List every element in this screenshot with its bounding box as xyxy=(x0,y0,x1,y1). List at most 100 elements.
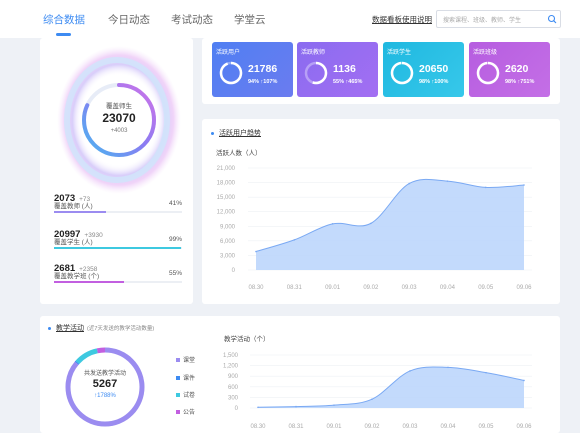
stat-teachers: 2073 +73 覆盖教师 (人) 41% xyxy=(54,188,182,213)
data-point xyxy=(295,405,297,408)
x-tick-label: 09.05 xyxy=(478,285,494,291)
search-box[interactable]: 搜索课程、班级、教师、学生 xyxy=(436,10,561,28)
x-tick-label: 08.31 xyxy=(288,424,304,430)
data-point xyxy=(333,404,335,406)
x-tick-label: 09.06 xyxy=(516,285,532,291)
data-point xyxy=(484,186,487,189)
stat-label: 覆盖教师 (人) xyxy=(54,203,93,210)
stat-label: 覆盖教学班 (个) xyxy=(54,273,100,280)
stat-progress-track xyxy=(54,281,182,283)
y-tick-label: 1,500 xyxy=(223,353,239,359)
y-tick-label: 300 xyxy=(228,395,239,401)
kpi-ring xyxy=(390,61,414,85)
kpi-value: 2620 xyxy=(505,63,529,75)
data-point xyxy=(370,222,372,225)
x-tick-label: 09.06 xyxy=(516,424,532,430)
kpi-sub: 98% ↑751% xyxy=(505,79,535,85)
stat-delta: +3930 xyxy=(84,232,103,239)
kpi-value: 1136 xyxy=(333,63,356,75)
help-link[interactable]: 数据看板使用说明 xyxy=(372,15,432,24)
x-tick-label: 09.01 xyxy=(326,424,342,430)
legend-swatch xyxy=(176,376,180,381)
y-tick-label: 0 xyxy=(235,406,239,412)
tab-overview[interactable]: 综合数据 xyxy=(43,14,85,26)
search-icon[interactable] xyxy=(544,11,560,27)
kpi-sub: 98% ↑100% xyxy=(419,79,449,85)
legend-swatch xyxy=(176,410,180,415)
donut-delta: ↑1788% xyxy=(94,393,116,399)
y-tick-label: 12,000 xyxy=(217,210,236,216)
data-point xyxy=(523,379,525,382)
data-point xyxy=(408,182,410,185)
data-point xyxy=(257,406,259,409)
data-point xyxy=(409,370,411,372)
tab-exam[interactable]: 考试动态 xyxy=(171,14,213,26)
data-point xyxy=(523,184,525,186)
kpi-label: 活跃学生 xyxy=(387,50,412,56)
kpi-active-classes[interactable]: 活跃班级 2620 98% ↑751% xyxy=(469,42,550,97)
kpi-sub: 94% ↑107% xyxy=(248,79,278,85)
tab-cloud[interactable]: 学堂云 xyxy=(234,14,266,26)
x-tick-label: 09.02 xyxy=(363,285,379,291)
kpi-ring xyxy=(476,61,500,85)
stat-value: 2681 xyxy=(54,263,76,274)
x-tick-label: 09.04 xyxy=(440,285,456,291)
legend-item-class[interactable]: 课堂 xyxy=(176,355,195,364)
tab-today[interactable]: 今日动态 xyxy=(108,14,150,26)
stat-percent: 99% xyxy=(168,236,182,243)
series-area xyxy=(256,179,524,270)
coverage-value: 23070 xyxy=(102,111,136,125)
x-tick-label: 08.30 xyxy=(250,424,266,430)
stat-percent: 55% xyxy=(168,270,182,277)
x-tick-label: 09.03 xyxy=(402,424,418,430)
active-tab-indicator xyxy=(56,33,71,36)
donut-value: 5267 xyxy=(92,378,118,390)
kpi-label: 活跃班级 xyxy=(473,50,498,56)
x-tick-label: 08.30 xyxy=(248,285,264,291)
y-tick-label: 6,000 xyxy=(220,239,236,245)
data-point xyxy=(255,250,257,253)
legend-item-courseware[interactable]: 课件 xyxy=(176,373,195,382)
teaching-chart: 0 300 600 900 1,200 1,500 08.30 08.31 09.01 09.02… xyxy=(223,353,532,430)
legend-item-exam[interactable]: 试卷 xyxy=(176,390,195,399)
y-tick-label: 0 xyxy=(232,268,236,274)
teaching-y-title: 教学活动（个） xyxy=(224,336,270,343)
series-line xyxy=(257,366,525,408)
x-tick-label: 09.05 xyxy=(478,424,494,430)
kpi-value: 21786 xyxy=(248,63,278,75)
x-tick-label: 09.01 xyxy=(325,285,341,291)
data-point xyxy=(447,366,449,369)
stat-delta: +2358 xyxy=(79,266,98,273)
stat-progress-fill xyxy=(54,211,107,213)
stat-students: 20997 +3930 覆盖学生 (人) 99% xyxy=(54,224,182,249)
stat-progress-fill xyxy=(54,247,181,249)
kpi-label: 活跃用户 xyxy=(216,50,241,56)
stat-classes: 2681 +2358 覆盖教学班 (个) 55% xyxy=(54,258,182,283)
search-input[interactable]: 搜索课程、班级、教师、学生 xyxy=(443,18,522,24)
active-users-y-title: 活跃人数（人） xyxy=(216,150,262,157)
x-tick-label: 09.02 xyxy=(364,424,380,430)
y-tick-label: 21,000 xyxy=(217,166,236,172)
stat-value: 2073 xyxy=(54,193,76,204)
data-point xyxy=(293,239,296,241)
kpi-label: 活跃教师 xyxy=(301,50,326,56)
kpi-ring xyxy=(219,61,243,85)
data-point xyxy=(485,371,487,374)
kpi-active-users[interactable]: 活跃用户 21786 94% ↑107% xyxy=(212,42,293,97)
series-line xyxy=(255,178,525,253)
stat-progress-track xyxy=(54,247,182,249)
coverage-card: 覆盖师生 23070 +4003 2073 +73 覆盖教师 (人) 41% 20… xyxy=(40,38,193,304)
kpi-active-students[interactable]: 活跃学生 20650 98% ↑100% xyxy=(383,42,464,97)
kpi-active-teachers[interactable]: 活跃教师 1136 55% ↑465% xyxy=(297,42,378,97)
coverage-ring: 覆盖师生 23070 +4003 xyxy=(54,44,184,202)
data-point xyxy=(371,398,373,400)
stat-progress-track xyxy=(54,211,182,213)
y-tick-label: 3,000 xyxy=(220,253,236,259)
y-tick-label: 600 xyxy=(228,385,239,391)
legend-item-notice[interactable]: 公告 xyxy=(176,407,195,416)
stat-value: 20997 xyxy=(54,229,81,240)
coverage-delta: +4003 xyxy=(110,128,128,134)
legend-swatch xyxy=(176,393,180,398)
top-nav: 综合数据 今日动态 考试动态 学堂云 数据看板使用说明 搜索课程、班级、教师、学… xyxy=(0,0,580,38)
x-tick-label: 08.31 xyxy=(287,285,303,291)
